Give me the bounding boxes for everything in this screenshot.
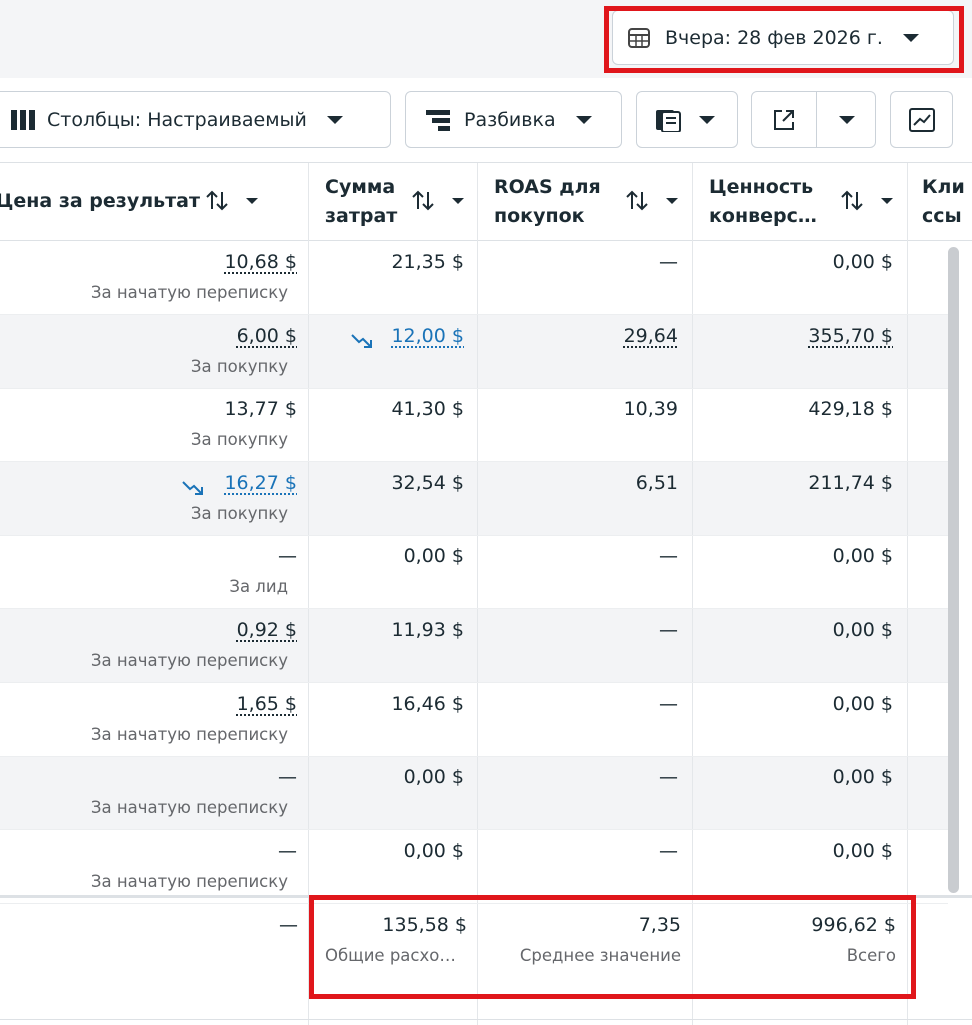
total-value: —	[279, 914, 298, 936]
chart-icon	[909, 108, 935, 132]
sort-controls[interactable]	[206, 189, 270, 213]
columns-button[interactable]: Столбцы: Настраиваемый	[0, 91, 391, 148]
cell-value: 12,00 $	[391, 325, 464, 347]
cell-sublabel: За начатую переписку	[91, 798, 288, 817]
cell-value: —	[659, 766, 678, 788]
highlight-date	[604, 6, 964, 73]
cell-value: 13,77 $	[224, 398, 297, 420]
row-bg	[0, 462, 948, 536]
breakdown-icon	[426, 109, 452, 131]
cell-value: 16,46 $	[391, 693, 464, 715]
cell-value: 41,30 $	[391, 398, 464, 420]
cell-value: —	[659, 619, 678, 641]
cell-value: 21,35 $	[391, 251, 464, 273]
cell-value: 0,00 $	[404, 840, 464, 862]
row-bg	[0, 315, 948, 389]
reports-button[interactable]	[636, 91, 738, 148]
row-divider	[0, 608, 948, 609]
cell-value: 10,39	[624, 398, 678, 420]
column-header: Цена за результат	[0, 187, 200, 247]
cell-value: 16,27 $	[224, 472, 297, 494]
caret	[697, 114, 717, 126]
totals-bottom	[0, 1019, 972, 1020]
cell-value: —	[659, 545, 678, 567]
cell-value: —	[278, 840, 297, 862]
scrollbar	[948, 247, 959, 893]
cell-value: 11,93 $	[391, 619, 464, 641]
cell-value: 6,51	[636, 472, 678, 494]
cell-sublabel: За лид	[229, 577, 288, 596]
cell-value: —	[659, 840, 678, 862]
columns-label: Столбцы: Настраиваемый	[47, 109, 307, 131]
cell-value: 29,64	[624, 325, 678, 347]
row-divider	[0, 314, 948, 315]
cell-value: 1,65 $	[237, 693, 297, 715]
cell-value: 0,00 $	[404, 545, 464, 567]
cell-sublabel: За начатую переписку	[91, 651, 288, 670]
cell-value: 6,00 $	[237, 325, 297, 347]
cell-sublabel: За начатую переписку	[91, 283, 288, 302]
cell-sublabel: За начатую переписку	[91, 872, 288, 891]
caret	[574, 114, 594, 126]
cell-sublabel: За покупку	[191, 504, 288, 523]
export-button[interactable]	[751, 91, 876, 148]
cell-value: 0,00 $	[833, 766, 893, 788]
cell-value: —	[659, 251, 678, 273]
trend-down-icon	[351, 331, 375, 351]
sort-controls[interactable]	[841, 189, 905, 213]
columns-icon	[11, 109, 37, 131]
cell-value: 0,00 $	[404, 766, 464, 788]
highlight-totals	[309, 895, 916, 999]
cell-value: 32,54 $	[391, 472, 464, 494]
row-bg	[0, 609, 948, 683]
sort-controls[interactable]	[626, 189, 690, 213]
cell-value: 429,18 $	[808, 398, 893, 420]
row-divider	[0, 535, 948, 536]
cell-value: 0,92 $	[237, 619, 297, 641]
cell-sublabel: За покупку	[191, 430, 288, 449]
cell-value: 0,00 $	[833, 840, 893, 862]
cell-value: 0,00 $	[833, 619, 893, 641]
export-icon	[772, 108, 796, 132]
caret	[325, 114, 345, 126]
cell-value: 0,00 $	[833, 693, 893, 715]
caret	[837, 114, 857, 126]
cell-value: 211,74 $	[808, 472, 893, 494]
row-divider	[0, 756, 948, 757]
cell-value: 10,68 $	[224, 251, 297, 273]
chart-button[interactable]	[890, 91, 953, 148]
row-divider	[0, 388, 948, 389]
cell-value: 0,00 $	[833, 251, 893, 273]
trend-down-icon	[182, 478, 206, 498]
breakdown-button[interactable]: Разбивка	[405, 91, 622, 148]
column-header: Кли ссы	[922, 173, 972, 233]
row-divider	[0, 829, 948, 830]
cell-value: —	[278, 545, 297, 567]
reports-icon	[655, 108, 683, 132]
cell-value: —	[659, 693, 678, 715]
cell-sublabel: За покупку	[191, 357, 288, 376]
column-header: Ценность конверс…	[709, 173, 834, 233]
row-bg	[0, 756, 948, 830]
breakdown-label: Разбивка	[464, 109, 556, 131]
column-header: ROAS для покупок	[494, 173, 614, 233]
sort-controls[interactable]	[412, 189, 476, 213]
row-divider	[0, 682, 948, 683]
page: Вчера: 28 фев 2026 г. Столбцы: Настраива…	[0, 0, 972, 1024]
cell-value: —	[278, 766, 297, 788]
cell-value: 355,70 $	[808, 325, 893, 347]
header-bottom	[0, 240, 972, 241]
row-divider	[0, 461, 948, 462]
cell-sublabel: За начатую переписку	[91, 725, 288, 744]
cell-value: 0,00 $	[833, 545, 893, 567]
column-header: Сумма затрат	[325, 173, 410, 233]
